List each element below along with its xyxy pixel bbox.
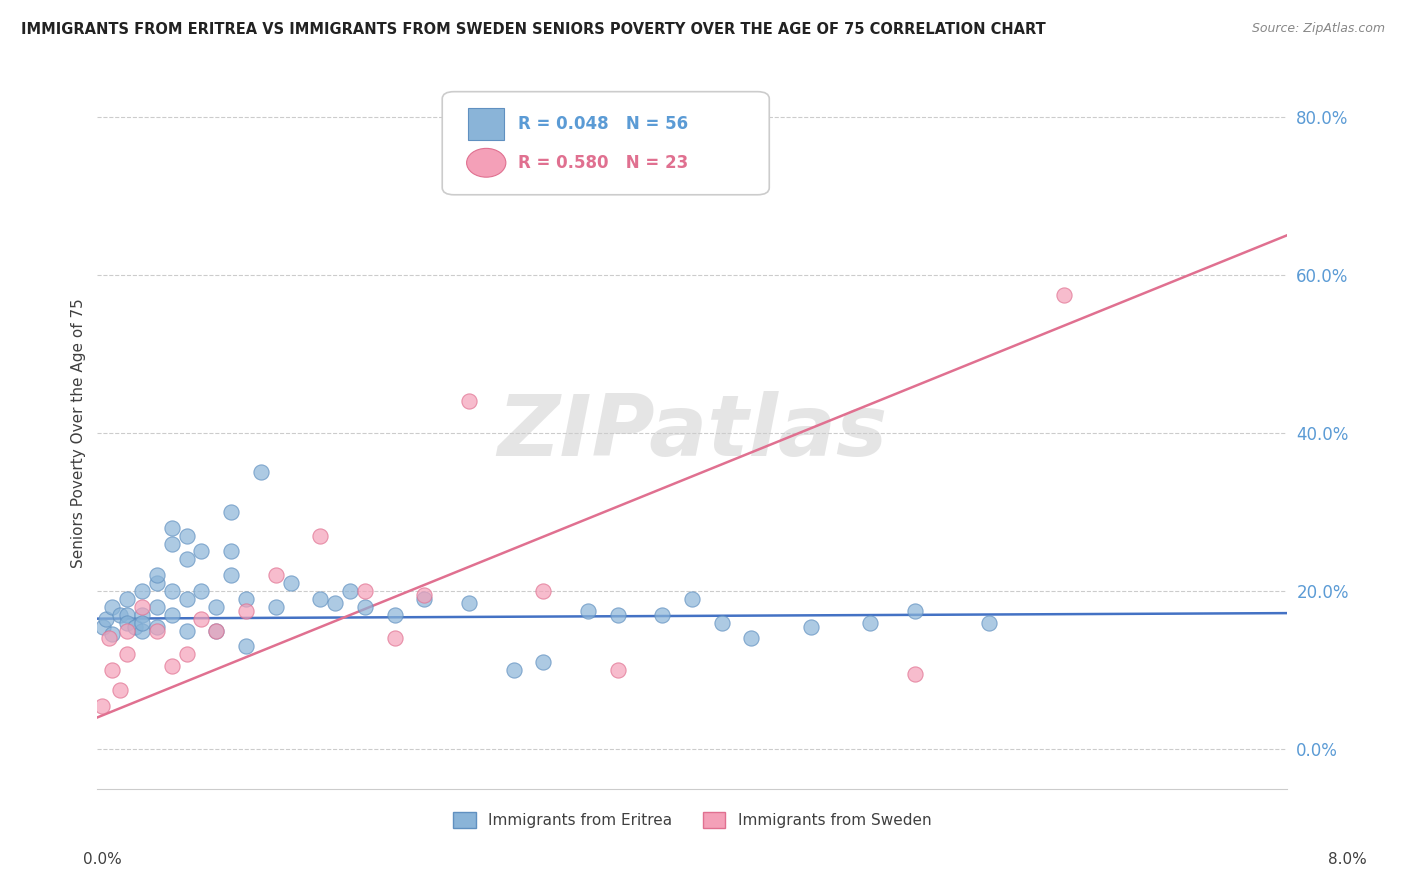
Point — [131, 607, 153, 622]
Point — [90, 698, 112, 713]
Point — [323, 596, 346, 610]
Point — [800, 619, 823, 633]
Point — [606, 663, 628, 677]
Point — [651, 607, 673, 622]
Point — [339, 584, 361, 599]
Text: R = 0.048   N = 56: R = 0.048 N = 56 — [519, 115, 689, 133]
Point — [190, 584, 212, 599]
Point — [904, 604, 927, 618]
Point — [458, 394, 481, 409]
Point — [219, 568, 242, 582]
Point — [264, 599, 287, 614]
FancyBboxPatch shape — [468, 108, 505, 140]
Point — [131, 624, 153, 638]
Point — [101, 599, 124, 614]
Point — [413, 591, 436, 606]
Text: ZIPatlas: ZIPatlas — [496, 392, 887, 475]
Text: R = 0.580   N = 23: R = 0.580 N = 23 — [519, 153, 689, 172]
Point — [98, 632, 121, 646]
Point — [160, 607, 183, 622]
Point — [146, 599, 169, 614]
Point — [190, 612, 212, 626]
Point — [740, 632, 762, 646]
Point — [280, 576, 302, 591]
Point — [146, 624, 169, 638]
Point — [176, 591, 198, 606]
Point — [160, 584, 183, 599]
Point — [108, 607, 131, 622]
Point — [384, 632, 406, 646]
Point — [413, 588, 436, 602]
Point — [219, 544, 242, 558]
Point — [904, 667, 927, 681]
Ellipse shape — [467, 148, 506, 178]
Point — [576, 604, 599, 618]
FancyBboxPatch shape — [443, 92, 769, 194]
Point — [235, 591, 257, 606]
Point — [235, 640, 257, 654]
Point — [176, 647, 198, 661]
Point — [354, 584, 377, 599]
Point — [146, 619, 169, 633]
Point — [108, 682, 131, 697]
Point — [250, 466, 273, 480]
Point — [205, 624, 228, 638]
Text: IMMIGRANTS FROM ERITREA VS IMMIGRANTS FROM SWEDEN SENIORS POVERTY OVER THE AGE O: IMMIGRANTS FROM ERITREA VS IMMIGRANTS FR… — [21, 22, 1046, 37]
Point — [384, 607, 406, 622]
Point — [131, 615, 153, 630]
Point — [309, 591, 332, 606]
Point — [264, 568, 287, 582]
Legend: Immigrants from Eritrea, Immigrants from Sweden: Immigrants from Eritrea, Immigrants from… — [447, 806, 938, 834]
Point — [205, 624, 228, 638]
Point — [979, 615, 1001, 630]
Point — [115, 624, 138, 638]
Point — [235, 604, 257, 618]
Point — [176, 529, 198, 543]
Point — [146, 568, 169, 582]
Point — [115, 607, 138, 622]
Text: 8.0%: 8.0% — [1327, 852, 1367, 867]
Point — [101, 627, 124, 641]
Point — [160, 521, 183, 535]
Point — [681, 591, 703, 606]
Point — [160, 659, 183, 673]
Point — [96, 612, 118, 626]
Point — [710, 615, 733, 630]
Point — [531, 655, 554, 669]
Point — [219, 505, 242, 519]
Point — [176, 624, 198, 638]
Point — [354, 599, 377, 614]
Point — [176, 552, 198, 566]
Point — [131, 599, 153, 614]
Y-axis label: Seniors Poverty Over the Age of 75: Seniors Poverty Over the Age of 75 — [72, 298, 86, 568]
Text: Source: ZipAtlas.com: Source: ZipAtlas.com — [1251, 22, 1385, 36]
Point — [115, 615, 138, 630]
Point — [124, 619, 146, 633]
Point — [115, 647, 138, 661]
Point — [101, 663, 124, 677]
Point — [859, 615, 882, 630]
Point — [115, 591, 138, 606]
Point — [502, 663, 524, 677]
Point — [190, 544, 212, 558]
Point — [146, 576, 169, 591]
Point — [205, 599, 228, 614]
Point — [91, 619, 114, 633]
Text: 0.0%: 0.0% — [83, 852, 122, 867]
Point — [606, 607, 628, 622]
Point — [1052, 287, 1074, 301]
Point — [531, 584, 554, 599]
Point — [131, 584, 153, 599]
Point — [309, 529, 332, 543]
Point — [458, 596, 481, 610]
Point — [160, 536, 183, 550]
